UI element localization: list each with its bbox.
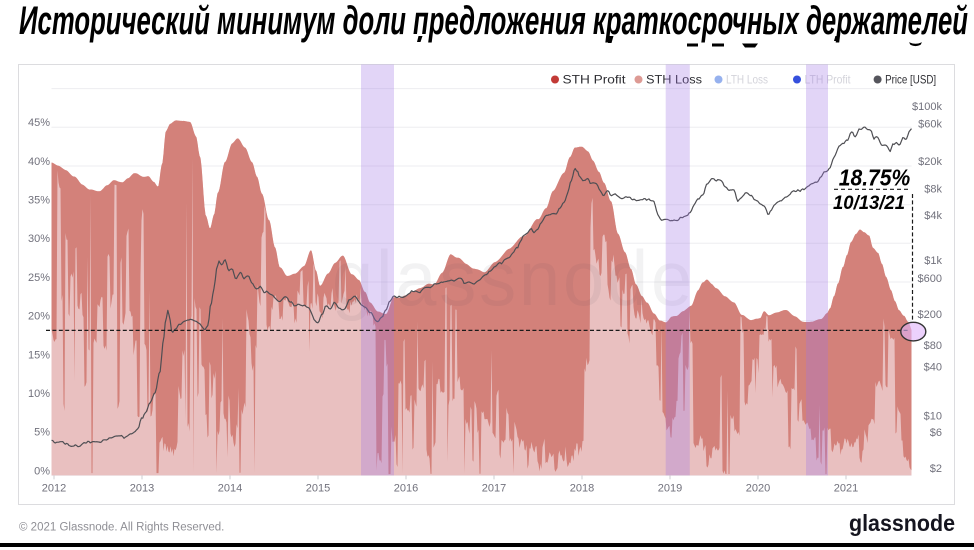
svg-text:10/13/21: 10/13/21 — [833, 193, 905, 214]
svg-text:$60k: $60k — [918, 119, 942, 131]
svg-text:$80: $80 — [924, 340, 942, 352]
svg-text:$10: $10 — [924, 410, 942, 422]
svg-text:2016: 2016 — [394, 483, 418, 495]
svg-text:5%: 5% — [34, 427, 50, 439]
svg-text:glassnode: glassnode — [849, 510, 955, 536]
svg-text:15%: 15% — [28, 349, 50, 361]
svg-text:2012: 2012 — [42, 483, 66, 495]
svg-text:40%: 40% — [28, 156, 50, 168]
svg-text:2018: 2018 — [570, 483, 594, 495]
svg-text:30%: 30% — [28, 233, 50, 245]
svg-text:glassnode: glassnode — [332, 234, 695, 322]
svg-text:$100k: $100k — [912, 101, 942, 113]
svg-text:18.75%: 18.75% — [839, 164, 911, 190]
svg-text:0%: 0% — [34, 465, 50, 477]
svg-text:© 2021 Glassnode. All Rights R: © 2021 Glassnode. All Rights Reserved. — [19, 522, 224, 534]
svg-text:2015: 2015 — [306, 483, 330, 495]
svg-text:10%: 10% — [28, 388, 50, 400]
svg-text:2017: 2017 — [482, 483, 506, 495]
svg-text:Price [USD]: Price [USD] — [885, 73, 936, 87]
svg-text:$8k: $8k — [924, 184, 942, 196]
svg-text:$4k: $4k — [924, 210, 942, 222]
svg-text:$2: $2 — [930, 463, 942, 475]
svg-text:$40: $40 — [924, 362, 942, 374]
svg-text:2014: 2014 — [218, 483, 242, 495]
svg-text:Исторический минимум доли пред: Исторический минимум доли предложения кр… — [19, 0, 968, 43]
svg-text:2021: 2021 — [834, 483, 858, 495]
svg-text:STH Profit: STH Profit — [563, 73, 627, 87]
svg-text:2020: 2020 — [746, 483, 770, 495]
svg-text:$200: $200 — [918, 309, 942, 321]
svg-text:STH Loss: STH Loss — [646, 73, 702, 87]
svg-text:35%: 35% — [28, 195, 50, 207]
svg-text:$1k: $1k — [924, 255, 942, 267]
svg-text:$6: $6 — [930, 427, 942, 439]
svg-text:2013: 2013 — [130, 483, 154, 495]
svg-text:$600: $600 — [918, 273, 942, 285]
svg-text:45%: 45% — [28, 117, 50, 129]
svg-text:25%: 25% — [28, 272, 50, 284]
svg-text:20%: 20% — [28, 311, 50, 323]
svg-text:LTH Loss: LTH Loss — [726, 73, 768, 87]
svg-text:$20k: $20k — [918, 156, 942, 168]
svg-text:2019: 2019 — [658, 483, 682, 495]
svg-text:LTH Profit: LTH Profit — [805, 73, 852, 87]
